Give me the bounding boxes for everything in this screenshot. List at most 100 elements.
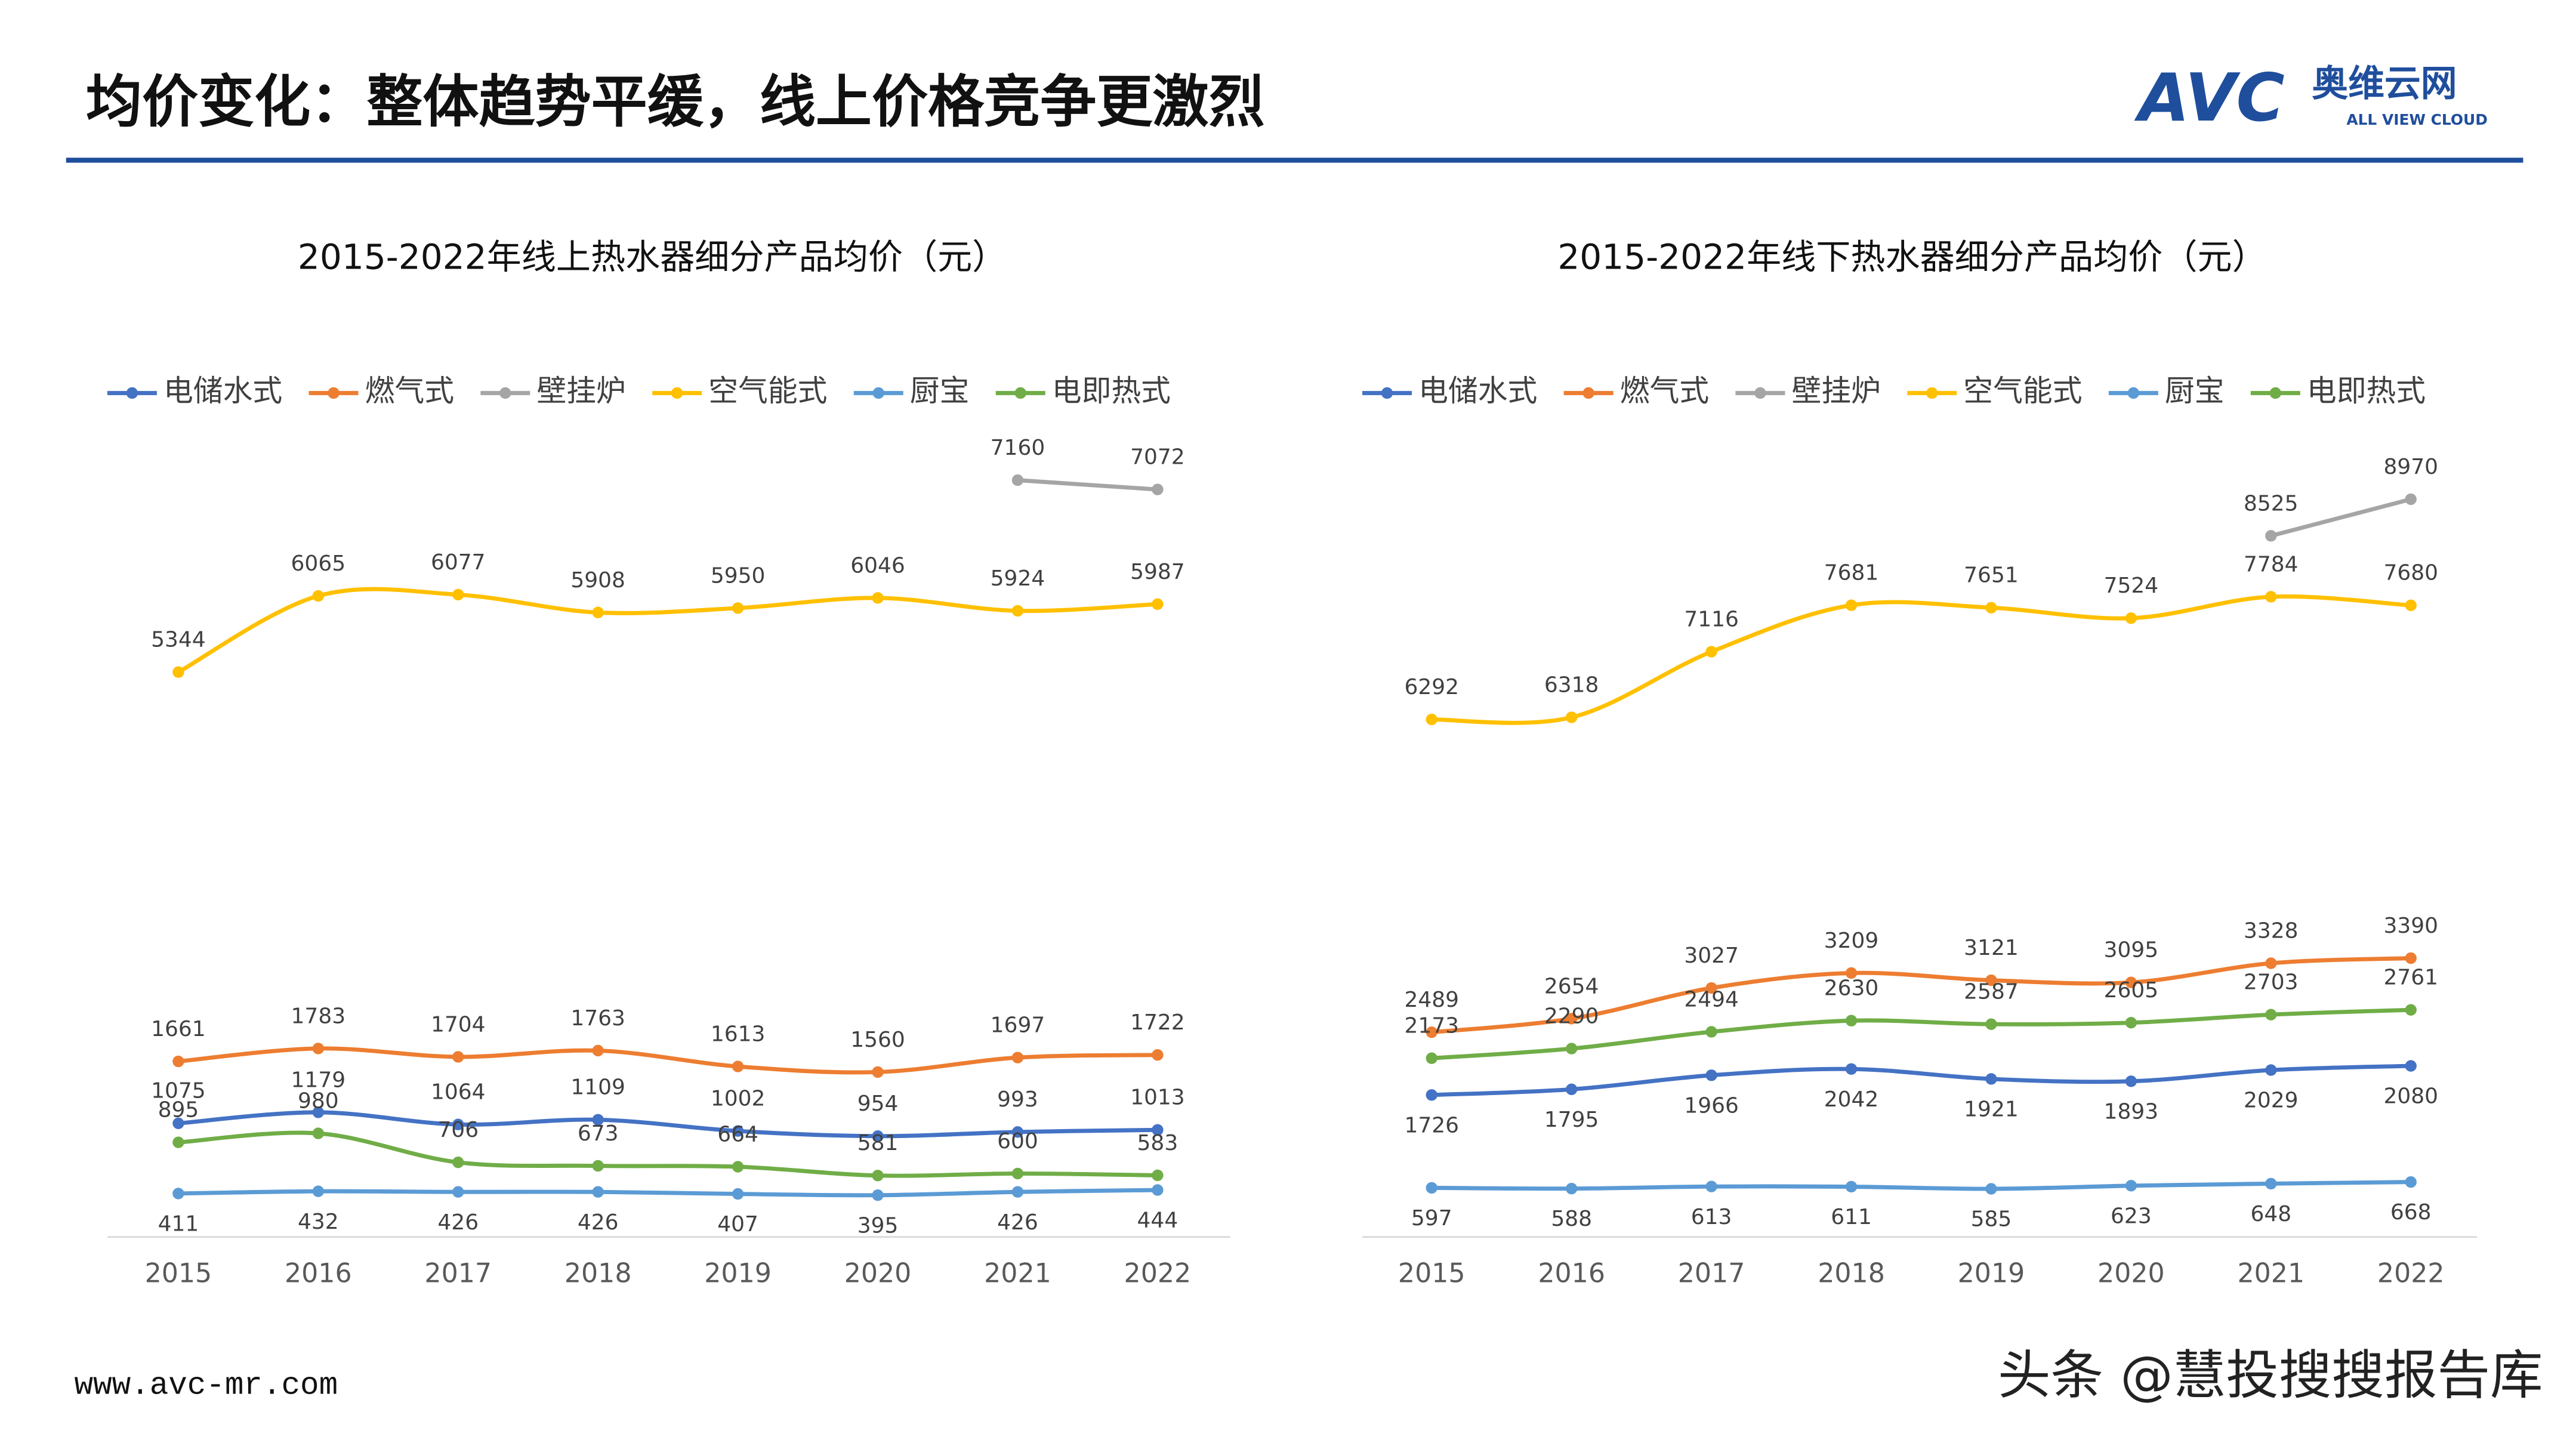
legend-marker xyxy=(1754,387,1766,399)
data-point xyxy=(2405,1060,2417,1072)
data-label: 426 xyxy=(997,1210,1038,1235)
data-point xyxy=(2125,1180,2137,1192)
series-line xyxy=(178,1046,1158,1075)
legend-marker xyxy=(1381,387,1393,399)
data-point xyxy=(1705,982,1717,994)
data-label: 1722 xyxy=(1130,1010,1185,1035)
x-tick-label: 2017 xyxy=(424,1258,492,1288)
data-point xyxy=(2265,1009,2277,1021)
data-point xyxy=(452,1118,464,1130)
data-label: 585 xyxy=(1971,1207,2012,1232)
data-label: 6077 xyxy=(431,550,486,575)
data-label: 980 xyxy=(298,1089,339,1114)
data-label: 5908 xyxy=(570,568,625,593)
data-point xyxy=(172,666,184,678)
data-label: 706 xyxy=(437,1118,479,1142)
data-point xyxy=(2125,612,2137,624)
series-line xyxy=(177,587,1158,674)
data-label: 407 xyxy=(717,1212,758,1237)
x-tick-label: 2016 xyxy=(1538,1258,1605,1288)
data-label: 583 xyxy=(1137,1131,1179,1155)
data-label: 7784 xyxy=(2244,552,2299,576)
data-point xyxy=(452,1051,464,1063)
data-label: 7160 xyxy=(991,436,1045,460)
data-point xyxy=(1985,1183,1997,1195)
data-point xyxy=(312,1127,325,1139)
legend-marker xyxy=(671,387,683,399)
data-point xyxy=(1985,1018,1997,1030)
data-point xyxy=(452,1156,464,1169)
data-label: 1613 xyxy=(711,1022,766,1046)
series-line xyxy=(1432,1063,2411,1097)
legend-marker xyxy=(1014,387,1026,399)
data-label: 2173 xyxy=(1404,1014,1459,1038)
data-label: 1697 xyxy=(991,1013,1045,1038)
logo-cn: 奥维云网 xyxy=(2312,62,2457,104)
data-label: 1795 xyxy=(1544,1108,1599,1132)
data-point xyxy=(872,592,884,604)
x-tick-label: 2019 xyxy=(704,1258,772,1288)
legend-label: 电即热式 xyxy=(2307,374,2426,408)
data-point xyxy=(1426,1089,1437,1101)
data-point xyxy=(2125,976,2137,988)
data-point xyxy=(1011,1052,1024,1063)
x-tick-label: 2022 xyxy=(2377,1258,2445,1288)
series-line xyxy=(178,1130,1158,1178)
legend-marker xyxy=(126,387,138,399)
data-label: 993 xyxy=(997,1087,1038,1112)
data-label: 1560 xyxy=(850,1028,905,1052)
x-tick-label: 2015 xyxy=(1398,1258,1466,1288)
data-label: 648 xyxy=(2250,1202,2291,1226)
data-point xyxy=(2265,530,2277,542)
data-point xyxy=(1845,1063,1858,1075)
data-label: 2761 xyxy=(2383,966,2438,990)
data-label: 895 xyxy=(158,1098,199,1123)
data-label: 2029 xyxy=(2244,1089,2299,1113)
data-point xyxy=(592,1044,604,1057)
data-point xyxy=(1565,1182,1578,1195)
x-tick-label: 2015 xyxy=(145,1258,212,1288)
data-label: 588 xyxy=(1551,1207,1592,1231)
data-label: 1893 xyxy=(2104,1099,2159,1124)
data-point xyxy=(1011,1167,1024,1180)
data-point xyxy=(1705,1180,1717,1192)
x-tick-label: 2021 xyxy=(2237,1258,2304,1288)
data-label: 1763 xyxy=(570,1006,625,1031)
data-label: 600 xyxy=(997,1129,1038,1154)
x-tick-label: 2018 xyxy=(564,1258,632,1288)
data-point xyxy=(1426,1182,1437,1194)
data-label: 3328 xyxy=(2244,918,2299,943)
data-label: 954 xyxy=(857,1092,899,1116)
x-tick-label: 2020 xyxy=(844,1258,912,1288)
data-point xyxy=(2405,1004,2417,1016)
data-label: 8525 xyxy=(2244,491,2299,516)
data-point xyxy=(592,1160,604,1172)
data-label: 5344 xyxy=(151,628,206,652)
data-point xyxy=(1565,711,1578,723)
data-point xyxy=(312,1043,325,1055)
data-label: 597 xyxy=(1411,1206,1452,1231)
data-point xyxy=(1705,646,1717,658)
data-point xyxy=(2405,599,2417,611)
legend-label: 壁挂炉 xyxy=(536,374,625,408)
data-point xyxy=(1985,1073,1997,1085)
data-point xyxy=(872,1189,884,1201)
data-label: 5987 xyxy=(1130,560,1185,584)
data-label: 6318 xyxy=(1544,673,1599,697)
data-point xyxy=(1011,474,1024,486)
data-point xyxy=(2125,1075,2137,1087)
data-label: 444 xyxy=(1137,1208,1179,1233)
data-point xyxy=(1152,598,1164,611)
data-point xyxy=(1985,602,1997,613)
data-label: 1179 xyxy=(291,1068,346,1092)
data-label: 7072 xyxy=(1130,445,1185,470)
data-point xyxy=(1152,1049,1164,1061)
data-label: 3209 xyxy=(1824,929,1879,953)
data-label: 2042 xyxy=(1824,1087,1879,1112)
data-point xyxy=(592,1186,604,1198)
data-label: 6046 xyxy=(850,553,905,578)
data-point xyxy=(172,1136,184,1148)
legend-label: 厨宝 xyxy=(910,374,970,408)
data-label: 7680 xyxy=(2383,561,2438,585)
